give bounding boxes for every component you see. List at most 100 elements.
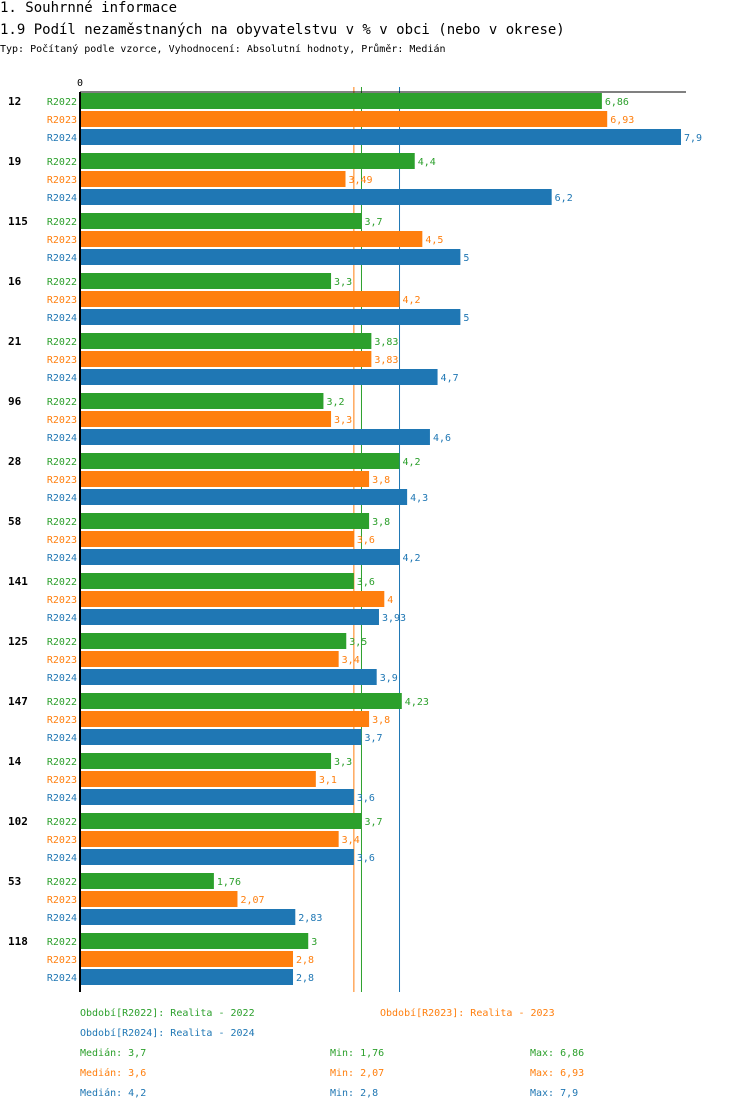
data-label: 2,8 bbox=[296, 973, 314, 984]
data-label: 3,6 bbox=[357, 535, 375, 546]
median-r2023: Medián: 3,6 bbox=[80, 1068, 147, 1079]
bar-R2022 bbox=[80, 693, 402, 709]
data-label: 4,23 bbox=[405, 697, 429, 708]
bar-R2024 bbox=[80, 189, 552, 205]
series-label: R2024 bbox=[47, 853, 77, 864]
data-label: 3,5 bbox=[349, 637, 367, 648]
series-label: R2024 bbox=[47, 133, 77, 144]
data-label: 3,8 bbox=[372, 475, 390, 486]
series-label: R2023 bbox=[47, 655, 77, 666]
bar-chart: 12 R2022 6,86 R2023 6,93 R2024 7,9 19 R2022 4,4 R2… bbox=[8, 78, 702, 992]
bar-R2022 bbox=[80, 513, 370, 529]
series-label: R2024 bbox=[47, 973, 77, 984]
category-label: 28 bbox=[8, 455, 21, 468]
bar-R2023 bbox=[80, 471, 370, 487]
series-label: R2024 bbox=[47, 493, 77, 504]
bar-R2022 bbox=[80, 273, 332, 289]
series-label: R2024 bbox=[47, 793, 77, 804]
x-tick-label: 0 bbox=[77, 78, 83, 89]
series-label: R2023 bbox=[47, 175, 77, 186]
series-label: R2023 bbox=[47, 895, 77, 906]
bar-R2023 bbox=[80, 171, 346, 187]
data-label: 2,07 bbox=[240, 895, 264, 906]
data-label: 3,4 bbox=[342, 835, 360, 846]
category-label: 96 bbox=[8, 395, 22, 408]
bar-R2022 bbox=[80, 753, 332, 769]
median-r2022: Medián: 3,7 bbox=[80, 1048, 147, 1059]
bar-R2022 bbox=[80, 213, 362, 229]
series-label: R2024 bbox=[47, 193, 77, 204]
category-label: 102 bbox=[8, 815, 28, 828]
series-label: R2022 bbox=[47, 457, 77, 468]
series-label: R2022 bbox=[47, 697, 77, 708]
bar-R2023 bbox=[80, 531, 354, 547]
series-label: R2024 bbox=[47, 433, 77, 444]
bar-R2022 bbox=[80, 573, 354, 589]
bar-R2022 bbox=[80, 873, 214, 889]
data-label: 3,6 bbox=[357, 577, 375, 588]
series-label: R2022 bbox=[47, 637, 77, 648]
category-label: 115 bbox=[8, 215, 28, 228]
data-label: 3,6 bbox=[357, 853, 375, 864]
data-label: 3 bbox=[311, 937, 317, 948]
series-label: R2022 bbox=[47, 157, 77, 168]
bar-R2023 bbox=[80, 231, 423, 247]
series-label: R2024 bbox=[47, 253, 77, 264]
data-label: 3,49 bbox=[349, 175, 373, 186]
bar-R2022 bbox=[80, 153, 415, 169]
series-label: R2022 bbox=[47, 517, 77, 528]
data-label: 3,7 bbox=[364, 217, 382, 228]
bar-R2023 bbox=[80, 771, 316, 787]
category-label: 58 bbox=[8, 515, 21, 528]
bar-R2023 bbox=[80, 111, 608, 127]
bar-R2022 bbox=[80, 93, 602, 109]
data-label: 3,7 bbox=[364, 817, 382, 828]
data-label: 7,9 bbox=[684, 133, 702, 144]
series-label: R2023 bbox=[47, 835, 77, 846]
bar-R2022 bbox=[80, 333, 372, 349]
data-label: 3,6 bbox=[357, 793, 375, 804]
data-label: 4,4 bbox=[418, 157, 436, 168]
bar-R2023 bbox=[80, 411, 332, 427]
bar-R2024 bbox=[80, 309, 461, 325]
bar-R2024 bbox=[80, 669, 377, 685]
bar-R2024 bbox=[80, 129, 681, 145]
series-label: R2023 bbox=[47, 475, 77, 486]
data-label: 3,83 bbox=[374, 355, 398, 366]
bar-R2022 bbox=[80, 933, 309, 949]
series-label: R2022 bbox=[47, 877, 77, 888]
category-label: 118 bbox=[8, 935, 28, 948]
series-label: R2023 bbox=[47, 415, 77, 426]
data-label: 3,1 bbox=[319, 775, 337, 786]
category-label: 21 bbox=[8, 335, 22, 348]
median-r2024: Medián: 4,2 bbox=[80, 1088, 147, 1099]
data-label: 4,3 bbox=[410, 493, 428, 504]
min-r2023: Min: 2,07 bbox=[330, 1068, 385, 1079]
bar-R2023 bbox=[80, 591, 385, 607]
bar-R2024 bbox=[80, 429, 430, 445]
series-label: R2022 bbox=[47, 757, 77, 768]
data-label: 4,2 bbox=[403, 553, 421, 564]
bar-R2023 bbox=[80, 351, 372, 367]
bar-R2023 bbox=[80, 651, 339, 667]
category-label: 14 bbox=[8, 755, 22, 768]
data-label: 3,3 bbox=[334, 757, 352, 768]
bar-R2022 bbox=[80, 453, 400, 469]
category-label: 125 bbox=[8, 635, 28, 648]
data-label: 4,5 bbox=[425, 235, 443, 246]
data-label: 1,76 bbox=[217, 877, 241, 888]
series-label: R2023 bbox=[47, 715, 77, 726]
legend-r2023: Období[R2023]: Realita - 2023 bbox=[380, 1008, 555, 1019]
legend-r2024: Období[R2024]: Realita - 2024 bbox=[80, 1028, 255, 1039]
data-label: 4,2 bbox=[403, 295, 421, 306]
category-label: 16 bbox=[8, 275, 22, 288]
series-label: R2022 bbox=[47, 937, 77, 948]
series-label: R2022 bbox=[47, 277, 77, 288]
data-label: 2,83 bbox=[298, 913, 322, 924]
category-label: 19 bbox=[8, 155, 21, 168]
series-label: R2022 bbox=[47, 337, 77, 348]
legend-r2022: Období[R2022]: Realita - 2022 bbox=[80, 1008, 255, 1019]
series-label: R2024 bbox=[47, 913, 77, 924]
series-label: R2023 bbox=[47, 775, 77, 786]
bar-R2022 bbox=[80, 813, 362, 829]
